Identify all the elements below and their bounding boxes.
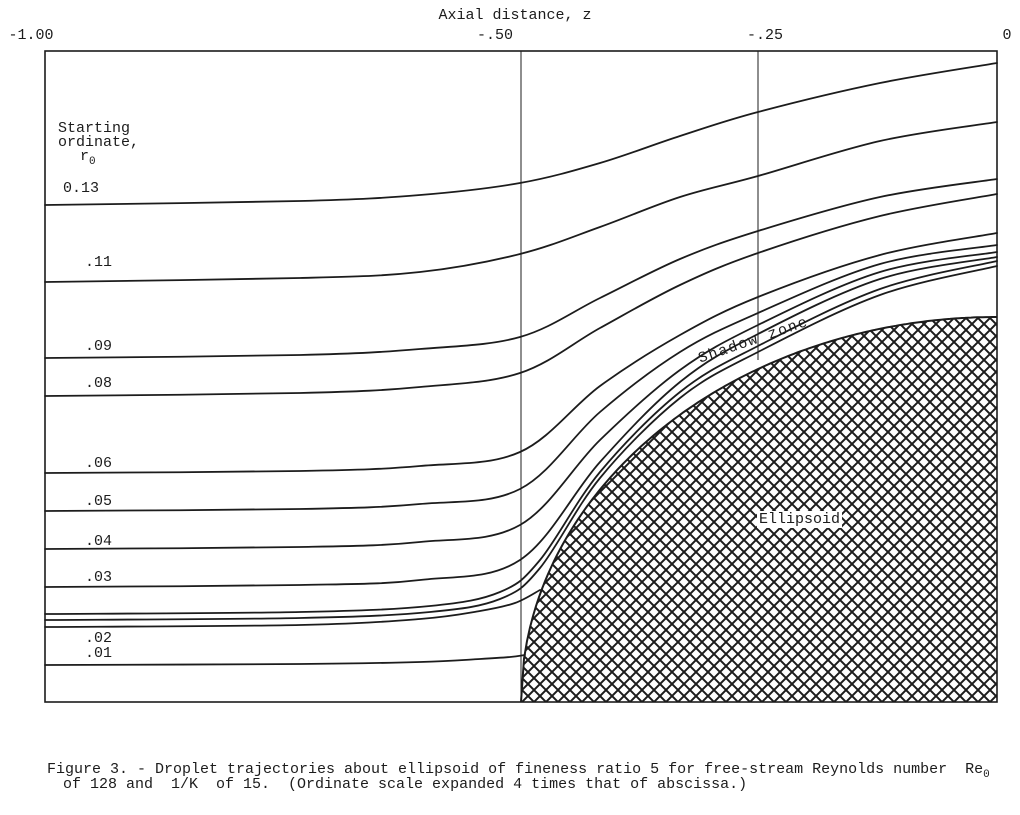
x-tick-neg-100: -1.00 [8, 27, 54, 44]
trajectory-label-002: .02 [85, 630, 113, 647]
trajectory-r0-006 [44, 232, 998, 474]
plot-border [44, 50, 998, 703]
trajectory-r0-003 [44, 256, 998, 588]
trajectory-label-013: 0.13 [63, 180, 100, 197]
trajectory-label-005: .05 [85, 493, 113, 510]
ellipsoid-hatch [521, 317, 997, 702]
trajectory-r0-011 [44, 121, 998, 283]
trajectory-r0-004 [44, 251, 998, 550]
trajectory-tangent-lower [44, 265, 998, 621]
x-tick-neg-025: -.25 [746, 27, 784, 44]
trajectory-label-006: .06 [85, 455, 113, 472]
starting-ordinate-symbol: r0 [80, 148, 96, 168]
x-axis-title: Axial distance, z [438, 7, 592, 24]
x-tick-zero: 0 [1002, 27, 1012, 44]
trajectory-r0-001 [44, 654, 526, 666]
trajectory-label-011: .11 [85, 254, 113, 271]
trajectory-r0-002 [44, 589, 541, 628]
trajectory-label-009: .09 [85, 338, 113, 355]
starting-ordinate-label-line2: ordinate, [58, 134, 140, 151]
trajectory-r0-013 [44, 62, 998, 206]
trajectory-r0-009 [44, 178, 998, 359]
trajectory-label-004: .04 [85, 533, 113, 550]
figure-caption-line1: Figure 3. - Droplet trajectories about e… [47, 761, 990, 781]
trajectory-r0-005 [44, 244, 998, 512]
figure-caption-line2: of 128 and 1/K of 15. (Ordinate scale ex… [63, 776, 748, 793]
trajectory-label-008: .08 [85, 375, 113, 392]
trajectory-r0-008 [44, 193, 998, 397]
starting-ordinate-label-line1: Starting [58, 120, 131, 137]
trajectory-label-001: .01 [85, 645, 113, 662]
trajectory-tangent-upper [44, 260, 998, 615]
trajectory-label-003: .03 [85, 569, 113, 586]
x-tick-neg-050: -.50 [476, 27, 514, 44]
ellipsoid-label: Ellipsoid [757, 511, 843, 528]
ellipsoid-surface [520, 316, 997, 703]
